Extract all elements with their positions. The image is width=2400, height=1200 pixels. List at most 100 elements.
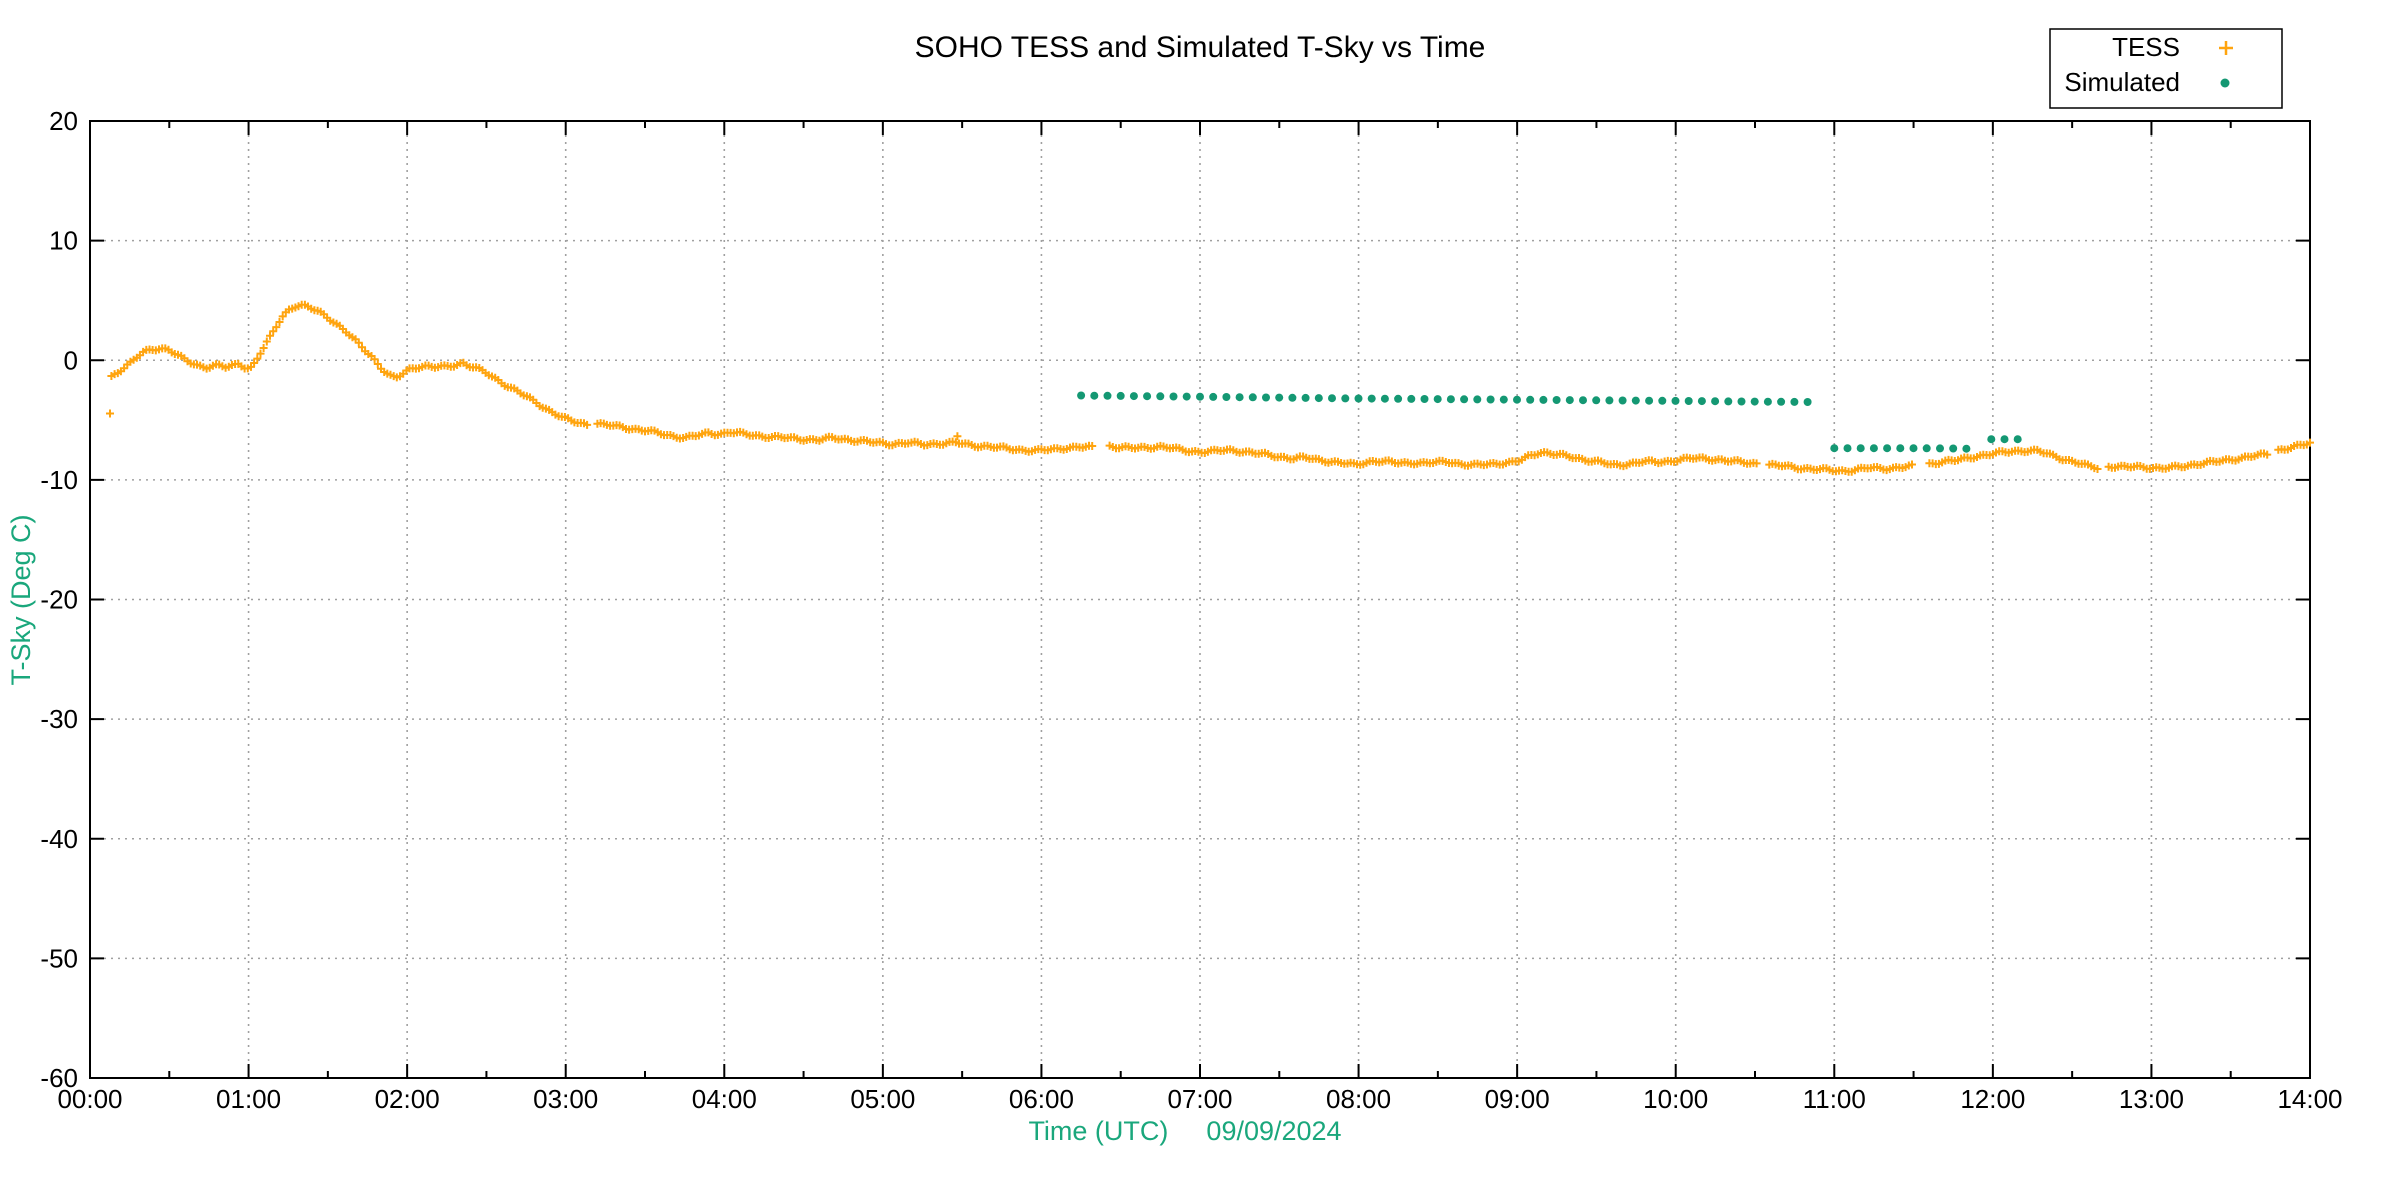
x-tick-label: 01:00 [216, 1084, 281, 1114]
simulated-point [1077, 391, 1086, 400]
x-tick-label: 10:00 [1643, 1084, 1708, 1114]
simulated-point [1697, 397, 1706, 406]
simulated-point [1631, 396, 1640, 405]
simulated-point [1354, 394, 1363, 403]
simulated-point [1896, 444, 1905, 453]
x-tick-label: 14:00 [2277, 1084, 2342, 1114]
y-axis-label: T-Sky (Deg C) [6, 514, 36, 685]
simulated-point [1209, 392, 1218, 401]
legend-label-tess: TESS [2112, 32, 2180, 62]
y-tick-label: 0 [64, 345, 78, 375]
simulated-dot-marker-icon [2220, 78, 2230, 88]
simulated-point [1737, 397, 1746, 406]
legend-label-simulated: Simulated [2064, 67, 2180, 97]
simulated-point [1618, 396, 1627, 405]
simulated-point [1486, 395, 1495, 404]
x-axis-label-text: Time (UTC) [1028, 1116, 1168, 1146]
simulated-point [1116, 391, 1125, 400]
x-tick-label: 08:00 [1326, 1084, 1391, 1114]
simulated-point [1790, 397, 1799, 406]
simulated-point [1407, 394, 1416, 403]
simulated-point [1552, 396, 1561, 404]
simulated-point [1592, 396, 1601, 405]
simulated-point [1513, 395, 1521, 404]
simulated-point [1579, 396, 1587, 405]
x-tick-label: 05:00 [850, 1084, 915, 1114]
x-tick-label: 11:00 [1803, 1084, 1866, 1114]
x-axis-date: 09/09/2024 [1206, 1116, 1341, 1146]
x-tick-label: 00:00 [57, 1084, 122, 1114]
x-tick-label: 02:00 [375, 1084, 440, 1114]
simulated-point [1565, 396, 1574, 405]
simulated-point [1750, 397, 1759, 406]
x-tick-label: 07:00 [1167, 1084, 1232, 1114]
simulated-point [1936, 444, 1944, 453]
plot-border [89, 120, 2311, 1079]
y-tick-label: -50 [40, 943, 78, 973]
simulated-point [1539, 395, 1548, 404]
simulated-point [1235, 393, 1244, 402]
simulated-point [1949, 444, 1958, 453]
simulated-point [1526, 395, 1535, 404]
simulated-point [1314, 394, 1323, 403]
x-tick-label: 13:00 [2119, 1084, 2184, 1114]
simulated-point [1248, 393, 1257, 402]
x-tick-label: 04:00 [692, 1084, 757, 1114]
simulated-point [1301, 393, 1310, 402]
simulated-point [1671, 396, 1680, 405]
simulated-point [1433, 395, 1442, 404]
simulated-point [2000, 435, 2009, 444]
simulated-point [1922, 444, 1931, 453]
x-tick-label: 12:00 [1960, 1084, 2025, 1114]
axis-ticks [89, 120, 2311, 1079]
simulated-point [1222, 393, 1231, 401]
simulated-point [1367, 394, 1376, 403]
simulated-point [1341, 394, 1350, 403]
simulated-point [1499, 395, 1508, 404]
simulated-point [1856, 444, 1865, 453]
simulated-point [1446, 395, 1455, 404]
simulated-point [1724, 397, 1733, 406]
simulated-point [1288, 393, 1297, 402]
simulated-point [1182, 392, 1191, 401]
simulated-point [1869, 444, 1878, 453]
simulated-point [1843, 444, 1852, 453]
simulated-point [1763, 397, 1772, 406]
simulated-point [1987, 435, 1996, 444]
x-tick-label: 09:00 [1485, 1084, 1550, 1114]
simulated-point [1473, 395, 1482, 404]
simulated-series [1077, 391, 2022, 453]
simulated-point [1962, 444, 1971, 453]
legend-box [2049, 28, 2283, 109]
y-tick-label: 20 [49, 106, 78, 136]
grid-lines [90, 121, 2310, 1078]
simulated-point [1275, 393, 1284, 402]
simulated-point [1658, 396, 1667, 405]
simulated-point [1830, 444, 1839, 453]
simulated-point [1394, 394, 1403, 403]
y-tick-label: -30 [40, 704, 78, 734]
simulated-point [1156, 392, 1165, 401]
simulated-point [1684, 397, 1693, 405]
y-tick-label: -20 [40, 585, 78, 615]
x-tick-label: 03:00 [533, 1084, 598, 1114]
x-axis-label: Time (UTC) 09/09/2024 [1028, 1116, 1341, 1146]
simulated-point [1605, 396, 1614, 405]
tess-series [106, 300, 2314, 476]
y-tick-label: -60 [40, 1063, 78, 1093]
simulated-point [1129, 392, 1138, 401]
tick-labels: 00:00 01:00 02:00 03:00 04:00 05:00 06:00 07:00… [40, 106, 2342, 1114]
data-series [106, 300, 2314, 476]
y-tick-label: -40 [40, 824, 78, 854]
y-tick-label: -10 [40, 465, 78, 495]
x-tick-label: 06:00 [1009, 1084, 1074, 1114]
simulated-point [1803, 398, 1812, 406]
simulated-point [1328, 394, 1336, 403]
simulated-point [1169, 392, 1178, 401]
simulated-point [1777, 397, 1786, 406]
simulated-point [1143, 392, 1152, 401]
simulated-point [1262, 393, 1270, 402]
simulated-point [1909, 444, 1918, 453]
